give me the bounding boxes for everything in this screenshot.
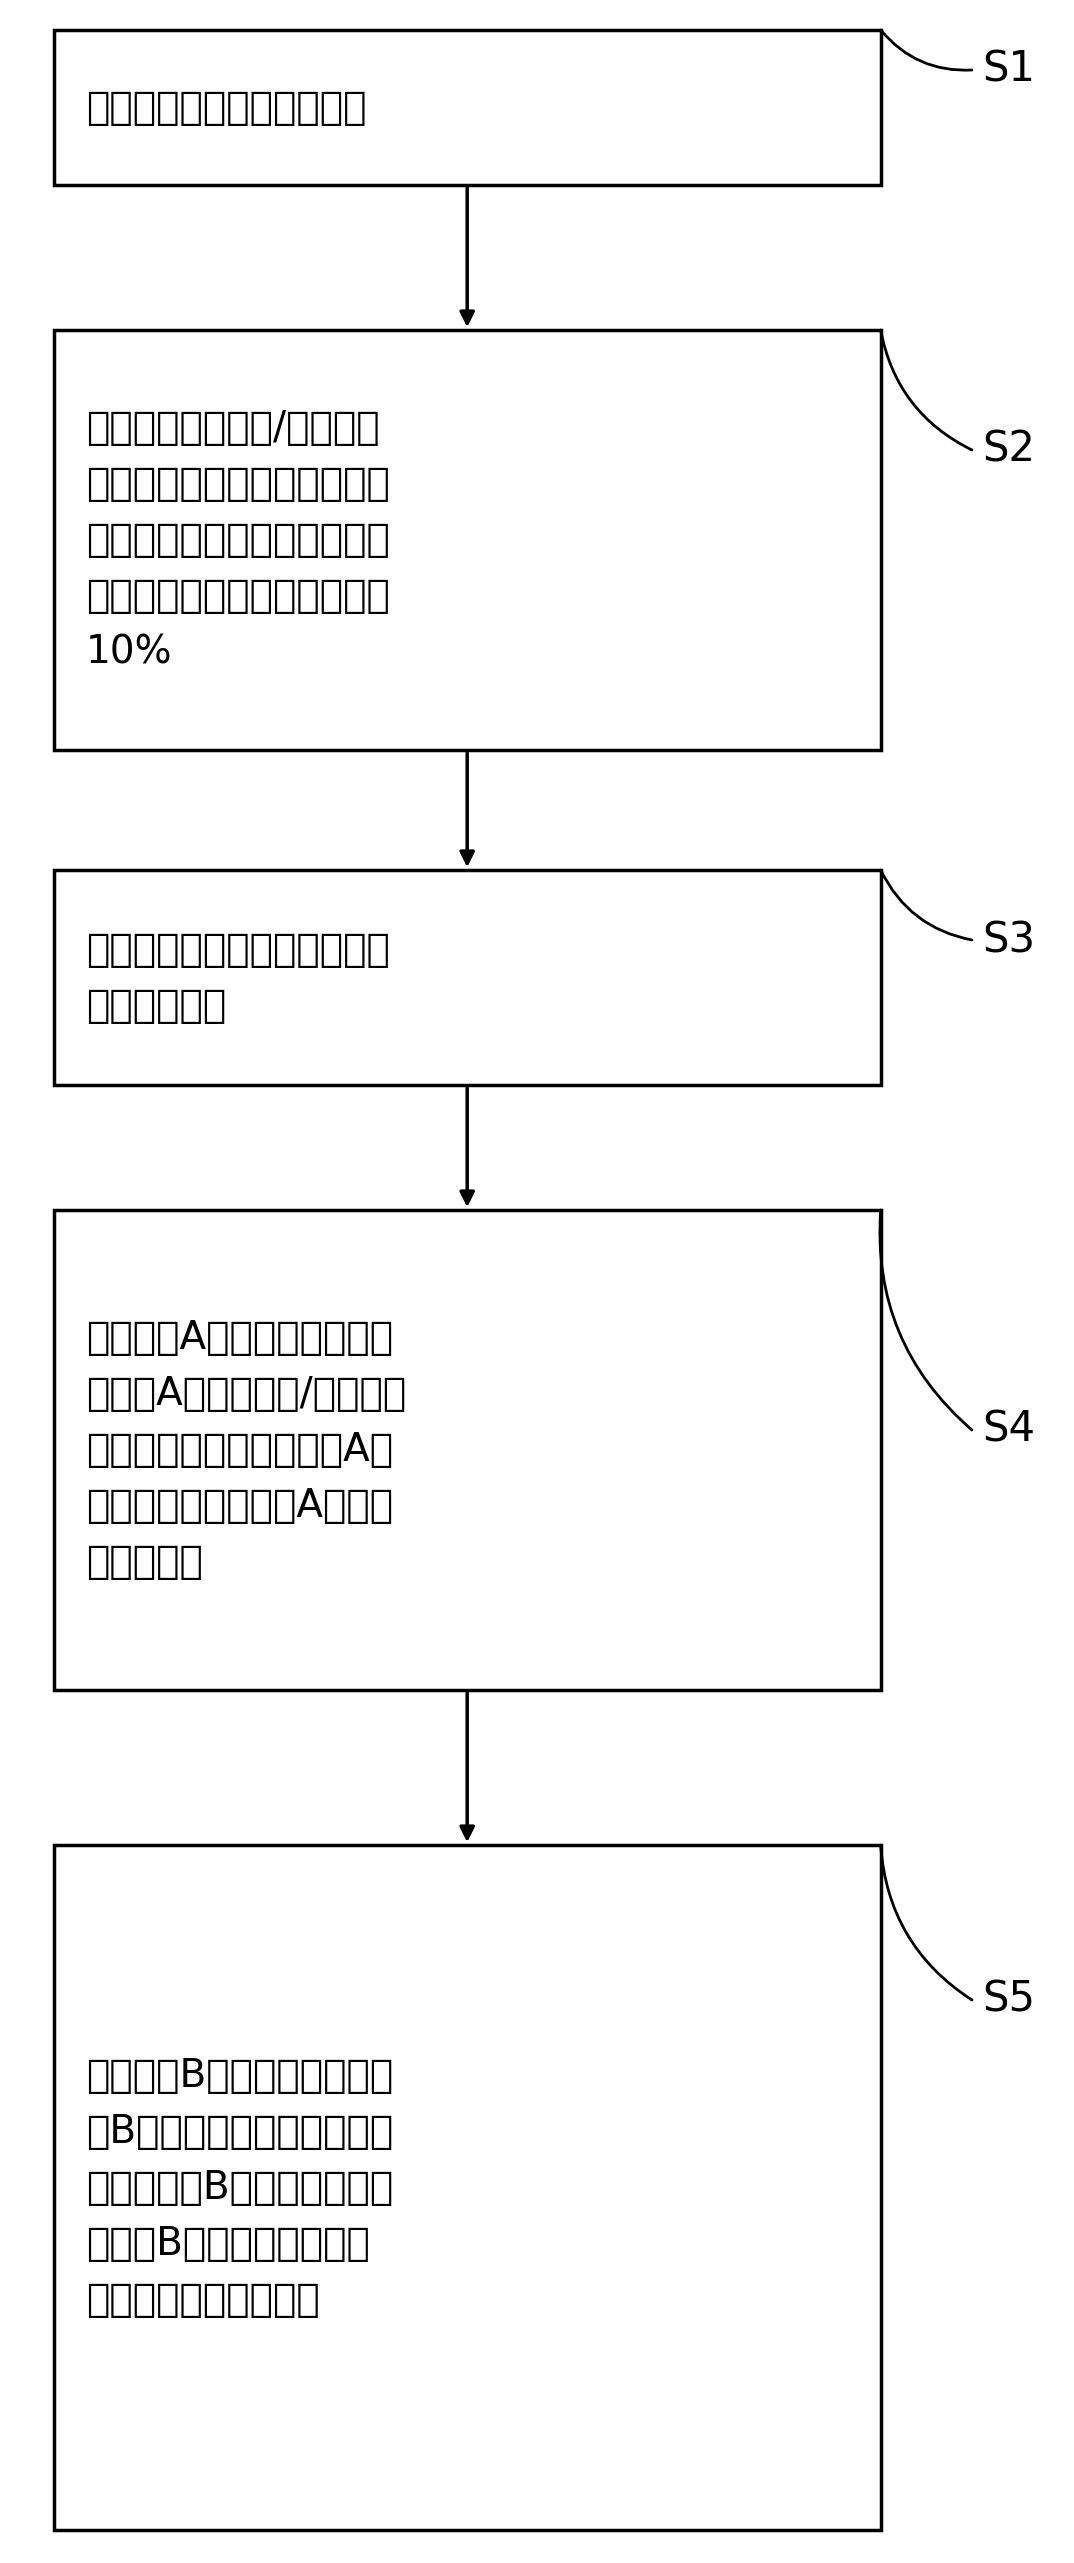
- Text: 将干燥后的香菇柄粉碎过筛，
制得香菇柄粉: 将干燥后的香菇柄粉碎过筛， 制得香菇柄粉: [86, 930, 390, 1025]
- FancyBboxPatch shape: [54, 1845, 881, 2530]
- FancyBboxPatch shape: [54, 31, 881, 185]
- FancyBboxPatch shape: [54, 869, 881, 1084]
- Text: S1: S1: [983, 49, 1035, 92]
- Text: S2: S2: [983, 428, 1035, 472]
- Text: S4: S4: [983, 1410, 1035, 1451]
- FancyBboxPatch shape: [54, 331, 881, 751]
- Text: 将新鲜香菇柄进行预冷处理: 将新鲜香菇柄进行预冷处理: [86, 90, 366, 126]
- Text: 将香菇柄使用微波/热风进行
干燥处理，处理过程中首先进
行微波干燥，然后进行热风干
燥，直至香菇柄的含水量低于
10%: 将香菇柄使用微波/热风进行 干燥处理，处理过程中首先进 行微波干燥，然后进行热风…: [86, 410, 390, 672]
- Text: S3: S3: [983, 920, 1035, 961]
- Text: 按料液比B向沉淀中加入提取
液B，使用超声处理，然后进
行离心处理B，将处理后得到
的上清B取出，即为制备得
到的脑苷脂富集的样品: 按料液比B向沉淀中加入提取 液B，使用超声处理，然后进 行离心处理B，将处理后得…: [86, 2056, 393, 2320]
- FancyBboxPatch shape: [54, 1210, 881, 1689]
- Text: 按料液比A向香菇柄粉中加入
提取液A，使用微波/超声协同
处理，然后进行离心处理A，
将处理后得到的上清A倒掉，
取沉淀备用: 按料液比A向香菇柄粉中加入 提取液A，使用微波/超声协同 处理，然后进行离心处理…: [86, 1320, 406, 1581]
- Text: S5: S5: [983, 1979, 1035, 2022]
